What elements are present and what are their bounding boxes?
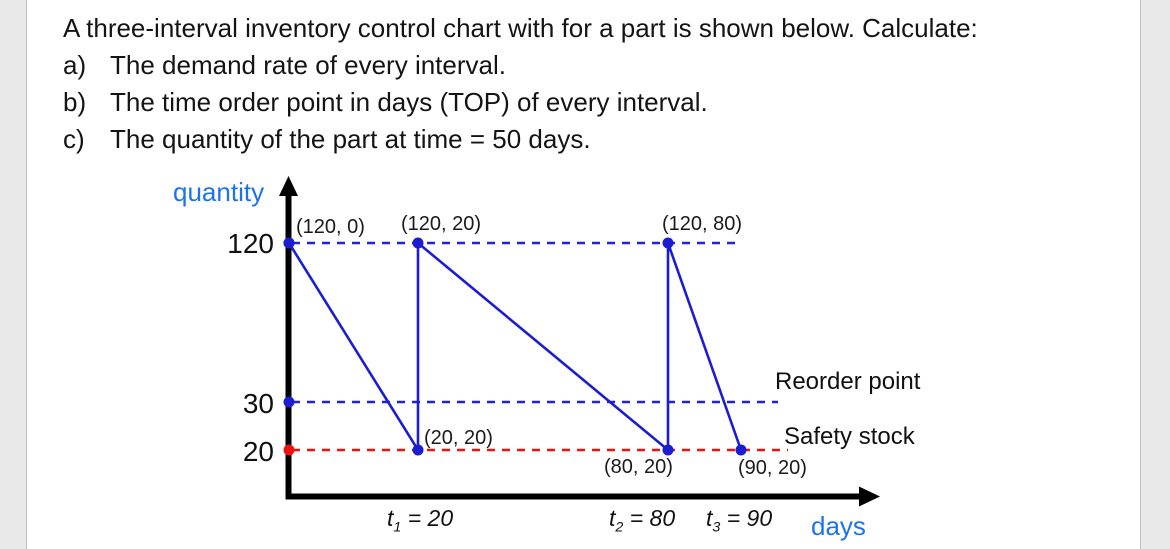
item-text: The quantity of the part at time = 50 da…: [110, 124, 591, 154]
item-text: The demand rate of every interval.: [110, 50, 506, 80]
data-point-marker: [662, 444, 674, 456]
x-tick-t2: t2 = 80: [609, 505, 675, 536]
y-axis-arrow-icon: [279, 176, 298, 196]
point-label-120-0: (120, 0): [296, 216, 365, 238]
point-label-120-80: (120, 80): [662, 213, 743, 235]
data-point-marker: [412, 237, 424, 249]
data-point-marker: [662, 237, 674, 249]
point-label-90-20: (90, 20): [738, 457, 807, 479]
x-axis-title: days: [811, 511, 866, 541]
item-letter: c): [63, 124, 85, 154]
t-var: t: [609, 505, 616, 531]
t-sub: 2: [615, 519, 624, 536]
t-sub: 3: [712, 519, 721, 536]
inventory-series-line: [287, 240, 743, 455]
question-item-a: a) The demand rate of every interval.: [63, 50, 506, 81]
point-label-120-20: (120, 20): [401, 213, 482, 235]
t-value: = 20: [401, 505, 454, 531]
y-axis-title: quantity: [173, 177, 265, 207]
data-point-marker: [735, 444, 747, 456]
axis-tick-dot: [283, 237, 295, 249]
x-tick-t3: t3 = 90: [706, 505, 772, 536]
reorder-point-label: Reorder point: [775, 368, 921, 395]
x-axis-arrow-icon: [859, 486, 880, 507]
slide-background: [26, 0, 1141, 549]
t-value: = 80: [623, 505, 676, 531]
y-tick-20: 20: [242, 436, 274, 467]
chart-series-group: [283, 237, 788, 456]
question-intro: A three-interval inventory control chart…: [63, 13, 978, 43]
axis-tick-dot: [283, 396, 295, 408]
y-tick-120: 120: [227, 228, 274, 259]
question-item-b: b) The time order point in days (TOP) of …: [63, 87, 708, 118]
item-text: The time order point in days (TOP) of ev…: [110, 87, 708, 117]
t-value: = 90: [720, 505, 773, 531]
axis-tick-dot: [283, 444, 295, 456]
t-sub: 1: [393, 519, 402, 536]
safety-stock-label: Safety stock: [784, 423, 915, 450]
x-tick-t1: t1 = 20: [387, 505, 453, 536]
question-item-c: c) The quantity of the part at time = 50 …: [63, 124, 591, 155]
data-point-marker: [412, 444, 424, 456]
item-letter: b): [63, 87, 87, 117]
t-var: t: [387, 505, 394, 531]
point-label-80-20: (80, 20): [604, 456, 673, 478]
item-letter: a): [63, 50, 87, 80]
y-tick-30: 30: [242, 388, 274, 419]
point-label-20-20: (20, 20): [424, 427, 493, 449]
t-var: t: [706, 505, 713, 531]
